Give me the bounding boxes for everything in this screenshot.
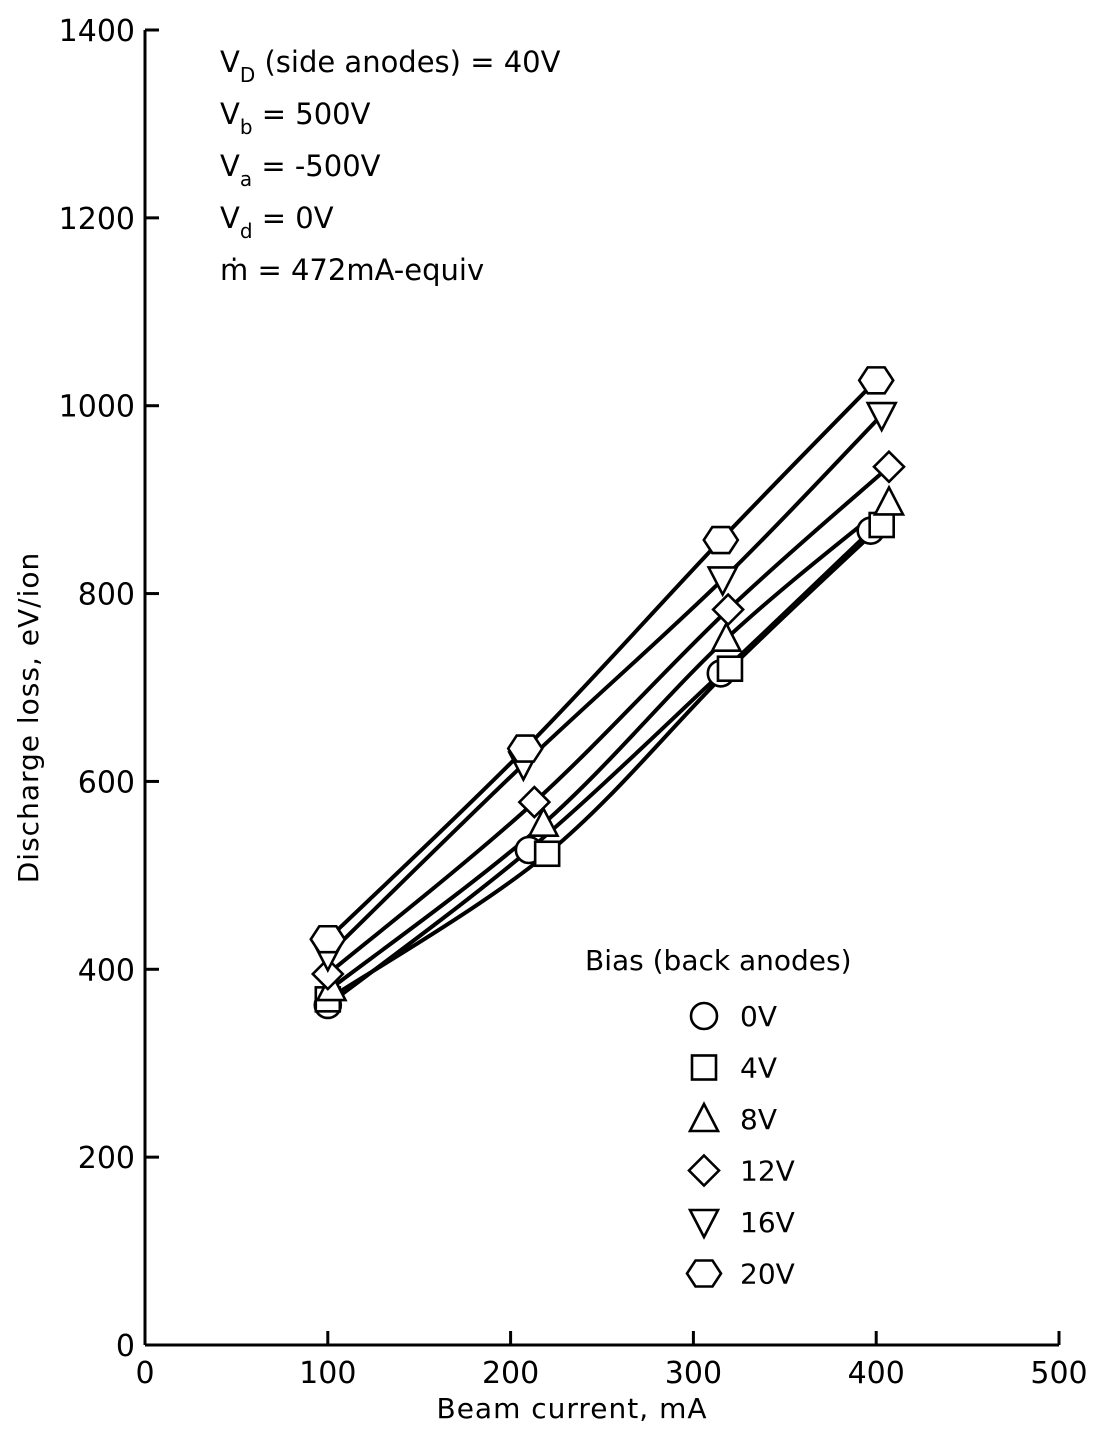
parameter-note: VD (side anodes) = 40V	[220, 45, 561, 87]
x-axis-label: Beam current, mA	[436, 1392, 707, 1425]
legend-title: Bias (back anodes)	[585, 944, 852, 977]
y-tick-label: 0	[116, 1329, 135, 1364]
legend-label-8V: 8V	[740, 1103, 777, 1136]
x-tick-label: 100	[299, 1356, 356, 1391]
x-tick-label: 500	[1030, 1356, 1087, 1391]
legend-marker-0V	[689, 1001, 719, 1031]
data-point-4V	[716, 655, 744, 683]
data-point-20V	[702, 525, 740, 555]
data-point-8V	[872, 484, 906, 516]
y-tick-label: 600	[78, 765, 135, 800]
x-tick-label: 200	[482, 1356, 539, 1391]
x-tick-label: 300	[665, 1356, 722, 1391]
legend-label-20V: 20V	[740, 1258, 795, 1291]
y-axis-label: Discharge loss, eV/ion	[12, 552, 45, 884]
series-line-12V	[326, 465, 891, 976]
data-point-20V	[857, 366, 895, 395]
parameter-note: Vd = 0V	[220, 201, 334, 243]
data-point-20V	[309, 924, 347, 954]
legend-label-4V: 4V	[740, 1052, 777, 1085]
y-tick-label: 1000	[59, 390, 135, 425]
parameter-notes: VD (side anodes) = 40V Vb = 500V Va = -500…	[220, 45, 561, 287]
data-point-4V	[533, 840, 561, 868]
data-point-12V	[517, 785, 552, 819]
parameter-note: Vb = 500V	[220, 97, 371, 139]
data-point-12V	[872, 449, 906, 484]
legend-label-12V: 12V	[740, 1155, 795, 1188]
legend-label-16V: 16V	[740, 1206, 795, 1239]
legend-label-0V: 0V	[740, 1000, 777, 1033]
data-point-20V	[506, 734, 544, 763]
series-markers	[309, 366, 906, 1020]
legend-marker-4V	[690, 1054, 718, 1081]
axes: 0 200 400 600 800 1000 1200 1400 0 100 200 300 400 50…	[59, 14, 1088, 1391]
data-point-12V	[310, 957, 345, 991]
y-tick-label: 1200	[59, 202, 135, 237]
legend: Bias (back anodes) 0V 4V 8V 12V 16V 20V	[585, 944, 852, 1291]
series-line-0V	[326, 529, 873, 1007]
parameter-note: Va = -500V	[220, 149, 381, 191]
data-point-8V	[710, 620, 743, 652]
y-tick-label: 800	[78, 578, 135, 613]
series-line-4V	[326, 523, 884, 1002]
parameter-note: ṁ = 472mA-equiv	[220, 253, 484, 287]
data-point-16V	[706, 566, 739, 598]
x-tick-label: 400	[848, 1356, 905, 1391]
data-point-4V	[868, 511, 895, 539]
data-point-8V	[527, 805, 560, 837]
legend-marker-12V	[687, 1153, 721, 1188]
series-line-20V	[326, 378, 878, 941]
series-line-8V	[330, 500, 891, 990]
data-point-16V	[865, 401, 898, 433]
y-tick-label: 400	[78, 953, 135, 988]
y-tick-label: 1400	[59, 14, 135, 49]
data-point-12V	[711, 592, 745, 627]
series-curves	[326, 378, 891, 1007]
y-tick-label: 200	[78, 1141, 135, 1176]
legend-marker-16V	[687, 1208, 721, 1240]
x-tick-label: 0	[135, 1356, 154, 1391]
series-line-16V	[326, 413, 884, 957]
legend-marker-20V	[685, 1259, 723, 1288]
legend-marker-8V	[687, 1101, 721, 1133]
